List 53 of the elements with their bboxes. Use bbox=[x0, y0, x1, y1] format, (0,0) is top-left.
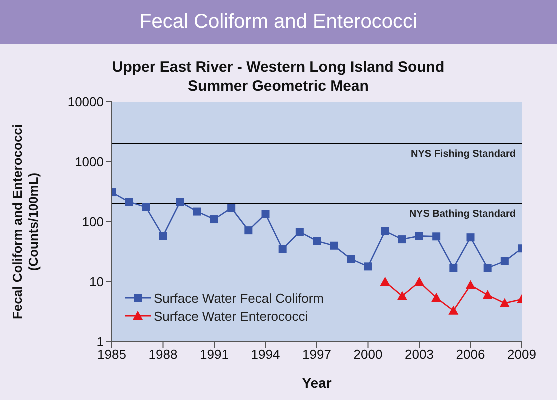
x-tick-label: 2000 bbox=[354, 347, 383, 362]
y-tick-label: 100 bbox=[82, 214, 104, 230]
point bbox=[397, 291, 408, 300]
y-tick-label: 10 bbox=[90, 274, 104, 290]
point bbox=[228, 204, 236, 212]
x-tick-label: 2009 bbox=[508, 347, 536, 362]
point bbox=[482, 290, 493, 300]
ref-line-label: NYS Bathing Standard bbox=[409, 209, 516, 220]
point bbox=[432, 232, 441, 241]
x-tick-label: 1997 bbox=[302, 347, 332, 362]
point bbox=[500, 257, 509, 266]
y-tick-label: 1000 bbox=[75, 154, 104, 170]
point bbox=[380, 277, 390, 286]
y-axis-title: Fecal Coliform and Enterococci (Counts/100mL) bbox=[10, 124, 41, 320]
point bbox=[125, 198, 134, 206]
point bbox=[414, 277, 424, 286]
point bbox=[193, 208, 202, 216]
point bbox=[466, 280, 476, 290]
x-tick-label: 2006 bbox=[456, 347, 486, 362]
point bbox=[278, 245, 287, 254]
chart-title: Fecal Coliform and Enterococci bbox=[0, 0, 557, 44]
point bbox=[210, 216, 218, 224]
point bbox=[381, 227, 390, 236]
chart-subtitle: Upper East River - Western Long Island Sound Summer Geometric Mean bbox=[111, 58, 446, 96]
point bbox=[398, 236, 406, 244]
point bbox=[262, 210, 270, 218]
point bbox=[432, 293, 442, 302]
point bbox=[159, 232, 168, 240]
point bbox=[466, 234, 475, 242]
point bbox=[448, 306, 459, 315]
point bbox=[450, 264, 458, 272]
point bbox=[484, 264, 492, 272]
point bbox=[500, 298, 510, 308]
x-tick-label: 1991 bbox=[200, 347, 229, 362]
point bbox=[142, 203, 150, 212]
point bbox=[296, 228, 304, 236]
point bbox=[364, 262, 372, 271]
y-tick-label: 1 bbox=[96, 334, 104, 350]
point bbox=[330, 242, 338, 250]
x-tick-label: 1994 bbox=[251, 347, 280, 362]
point bbox=[176, 198, 184, 206]
legend-label: Surface Water Fecal Coliform bbox=[154, 290, 324, 306]
legend-label: Surface Water Enterococci bbox=[154, 308, 308, 324]
point bbox=[416, 232, 424, 240]
point bbox=[313, 237, 321, 246]
x-tick-label: 1985 bbox=[98, 347, 126, 362]
x-tick-label: 2003 bbox=[405, 347, 434, 362]
point bbox=[244, 226, 253, 235]
x-tick-label: 1988 bbox=[148, 347, 178, 362]
x-axis-title: Year bbox=[302, 375, 332, 391]
ref-line-label: NYS Fishing Standard bbox=[410, 149, 516, 160]
point bbox=[347, 255, 356, 264]
y-tick-label: 10000 bbox=[68, 94, 104, 110]
